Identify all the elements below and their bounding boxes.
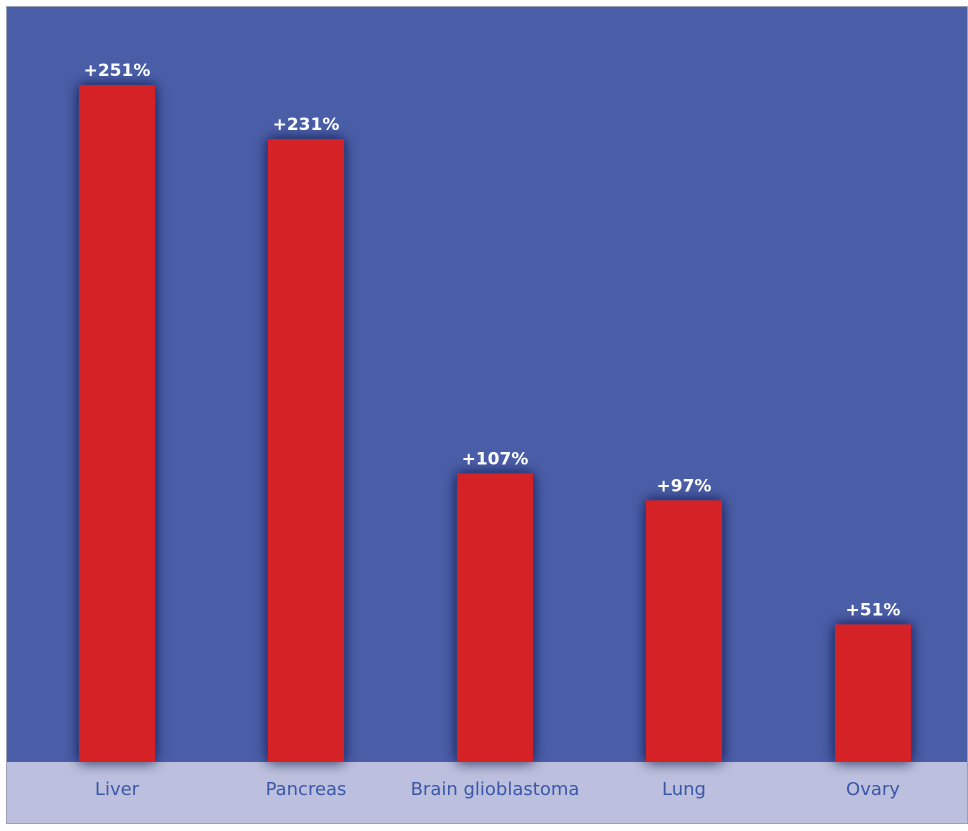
category-label-ovary: Ovary (846, 779, 900, 800)
category-labels-layer: Liver Pancreas Brain glioblastoma Lung Ovary (95, 779, 900, 800)
value-labels-layer: +251% +231% +107% +97% +51% (84, 61, 901, 620)
bar-lung (646, 500, 722, 762)
bar-liver (79, 85, 155, 763)
category-label-liver: Liver (95, 779, 140, 800)
value-label-pancreas: +231% (273, 115, 340, 135)
bar-brain-glioblastoma (457, 473, 533, 762)
value-label-ovary: +51% (846, 600, 901, 620)
bar-ovary (835, 624, 911, 762)
value-label-brain-glioblastoma: +107% (462, 449, 529, 469)
value-label-liver: +251% (84, 61, 151, 81)
bars-layer (79, 85, 911, 763)
bar-chart: +251% +231% +107% +97% +51% Liver Pancreas Bra… (79, 61, 911, 800)
category-label-brain-glioblastoma: Brain glioblastoma (411, 779, 580, 800)
bar-pancreas (268, 139, 344, 762)
category-label-pancreas: Pancreas (266, 779, 347, 800)
category-axis-band (7, 762, 967, 823)
category-label-lung: Lung (662, 779, 706, 800)
value-label-lung: +97% (657, 476, 712, 496)
chart-frame: +251% +231% +107% +97% +51% Liver Pancreas Bra… (6, 6, 968, 824)
